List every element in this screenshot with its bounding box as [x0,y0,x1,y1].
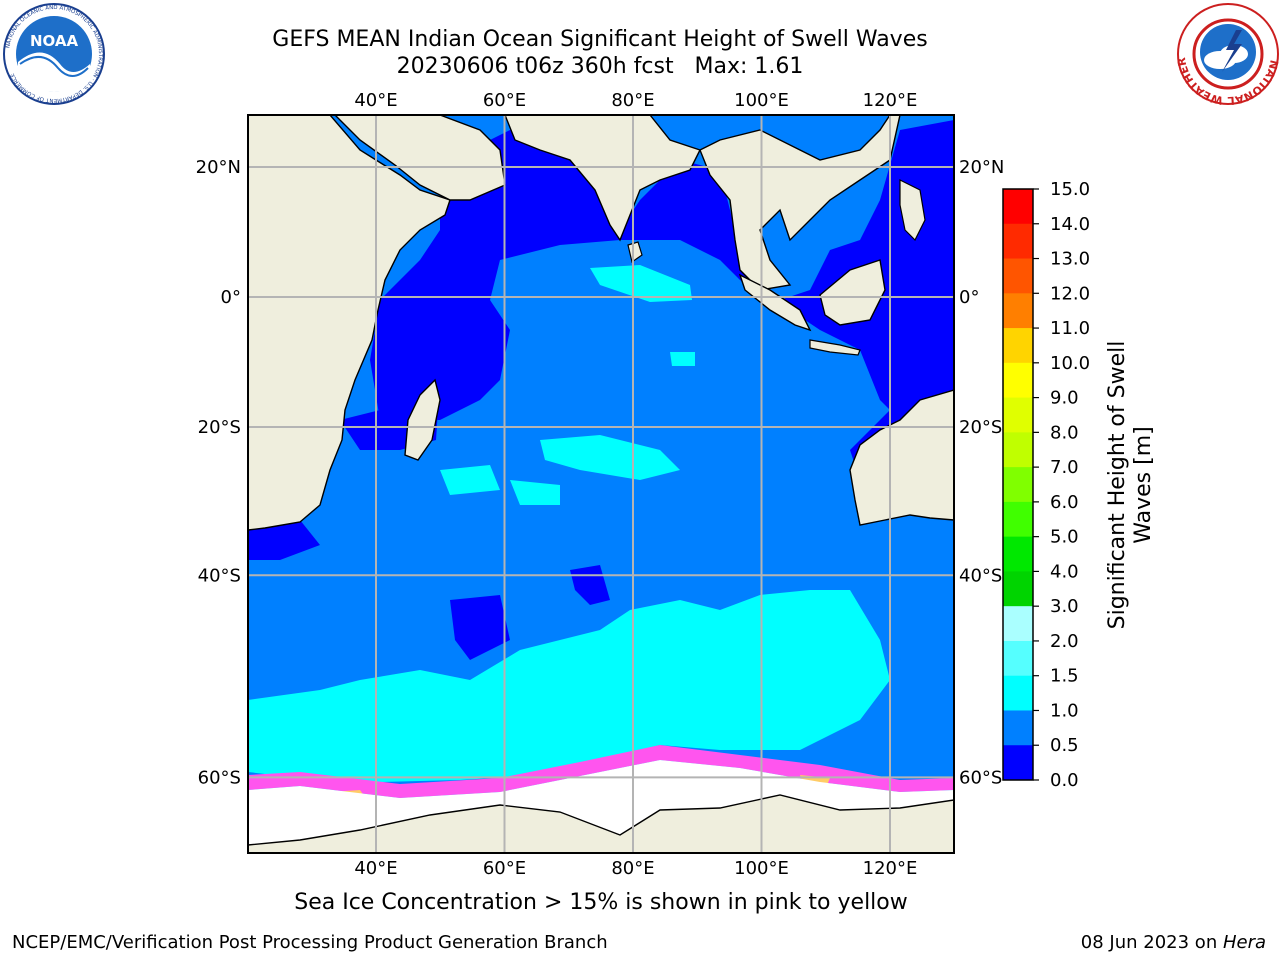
swell-patch-equatorial [590,265,692,302]
lat-tick-label-right: 0° [959,287,979,308]
low-swell-region-southwest [248,520,320,560]
lon-tick-label-top: 60°E [483,90,526,111]
colorbar-segment [1003,397,1033,433]
lon-tick-label-bottom: 100°E [734,858,789,879]
colorbar-tick-label: 6.0 [1050,492,1079,513]
lat-tick-label-left: 60°S [198,767,241,788]
colorbar-segment [1003,710,1033,746]
swell-patch-central-south [510,480,560,505]
colorbar-tick-label: 10.0 [1050,353,1090,374]
land-india [504,115,701,242]
lat-tick-label-right: 40°S [959,565,1002,586]
colorbar-segment [1003,293,1033,329]
colorbar-tick-label: 5.0 [1050,527,1079,548]
low-swell-region-north [370,120,954,420]
land-java [809,339,861,356]
nws-logo-icon: NATIONAL WEATHER SERVICE [1176,2,1280,106]
colorbar-segment [1003,675,1033,711]
land-sri-lanka [627,241,643,263]
lon-tick-label-top: 120°E [863,90,918,111]
colorbar-frame [1002,188,1034,781]
land-australia [849,389,954,526]
colorbar-segment [1003,501,1033,538]
colorbar-segment [1003,362,1033,399]
map-subtitle: 20230606 t06z 360h fcst Max: 1.61 [396,54,804,79]
colorbar-tick-label: 15.0 [1050,179,1090,200]
date-stamp: 08 Jun 2023 on Hera [1081,932,1266,953]
lon-tick-label-bottom: 60°E [483,858,526,879]
lat-tick-label-left: 40°S [198,565,241,586]
land-philippines [899,179,926,242]
colorbar-tick-label: 3.0 [1050,596,1079,617]
colorbar-tick-label: 7.0 [1050,457,1079,478]
credit-text: NCEP/EMC/Verification Post Processing Pr… [12,932,608,953]
lat-tick-label-left: 0° [221,287,241,308]
colorbar: 15.0 14.0 13.0 12.0 11.0 10.0 9.0 8.0 7.0 6.0 5.0 4… [1002,179,1090,791]
colorbar-tick-label: 8.0 [1050,422,1079,443]
colorbar-tick-label: 13.0 [1050,249,1090,270]
map-tick-labels: 40°E 40°E 60°E 60°E 80°E 80°E 100°E 100°E 120°E 1… [196,90,1005,879]
colorbar-tick-label: 11.0 [1050,318,1090,339]
colorbar-label-line1: Significant Height of Swell [1105,341,1130,630]
land-arabia [334,115,506,201]
lon-tick-label-top: 80°E [611,90,654,111]
colorbar-tick-label: 1.0 [1050,700,1079,721]
colorbar-tick-label: 1.5 [1050,666,1079,687]
map-plot-area [248,115,954,853]
lat-tick-label-right: 20°S [959,417,1002,438]
sea-ice-edge-band [248,745,954,798]
colorbar-tick-label: 0.5 [1050,735,1079,756]
colorbar-segment [1003,258,1033,294]
colorbar-tick-label: 12.0 [1050,283,1090,304]
colorbar-segment [1003,328,1033,364]
noaa-logo-icon: NOAA NATIONAL OCEANIC AND ATMOSPHERIC AD… [3,3,105,105]
colorbar-label-line2: Waves [m] [1131,426,1156,543]
lat-tick-label-right: 20°N [959,157,1004,178]
colorbar-segment [1003,189,1033,225]
date-text: 08 Jun 2023 on [1080,932,1223,953]
lat-tick-label-left: 20°S [198,417,241,438]
colorbar-segment [1003,432,1033,468]
map-title: GEFS MEAN Indian Ocean Significant Heigh… [272,27,928,52]
colorbar-segment [1003,467,1033,503]
colorbar-segment [1003,536,1033,572]
swell-patch-central-west [440,465,500,495]
colorbar-segment [1003,571,1033,607]
land-sumatra [738,273,812,332]
colorbar-segment [1003,606,1033,642]
lon-tick-label-bottom: 40°E [354,858,397,879]
land-antarctica [248,794,954,853]
swell-patch-small [670,352,695,366]
map-frame [247,114,955,854]
colorbar-tick-label: 14.0 [1050,214,1090,235]
swell-patch-central [540,435,680,480]
noaa-logo-text: NOAA [30,32,79,50]
map-graticule [248,115,954,853]
host-name: Hera [1222,932,1266,953]
colorbar-tick-label: 9.0 [1050,388,1079,409]
lon-tick-label-bottom: 120°E [863,858,918,879]
low-swell-patch-south [450,595,510,660]
lon-tick-label-bottom: 80°E [611,858,654,879]
colorbar-tick-label: 2.0 [1050,631,1079,652]
land-madagascar [404,378,441,461]
colorbar-tick-label: 4.0 [1050,561,1079,582]
colorbar-segment [1003,640,1033,677]
lon-tick-label-top: 100°E [734,90,789,111]
colorbar-tick-label: 0.0 [1050,770,1079,791]
lat-tick-label-right: 60°S [959,767,1002,788]
colorbar-segment [1003,223,1033,260]
land-borneo [819,259,886,326]
colorbar-segment [1003,745,1033,781]
sea-ice-note: Sea Ice Concentration > 15% is shown in … [294,890,908,915]
swell-band-southern-ocean [248,590,890,782]
land-southeast-asia [699,115,901,291]
lon-tick-label-top: 40°E [354,90,397,111]
lat-tick-label-left: 20°N [196,157,241,178]
